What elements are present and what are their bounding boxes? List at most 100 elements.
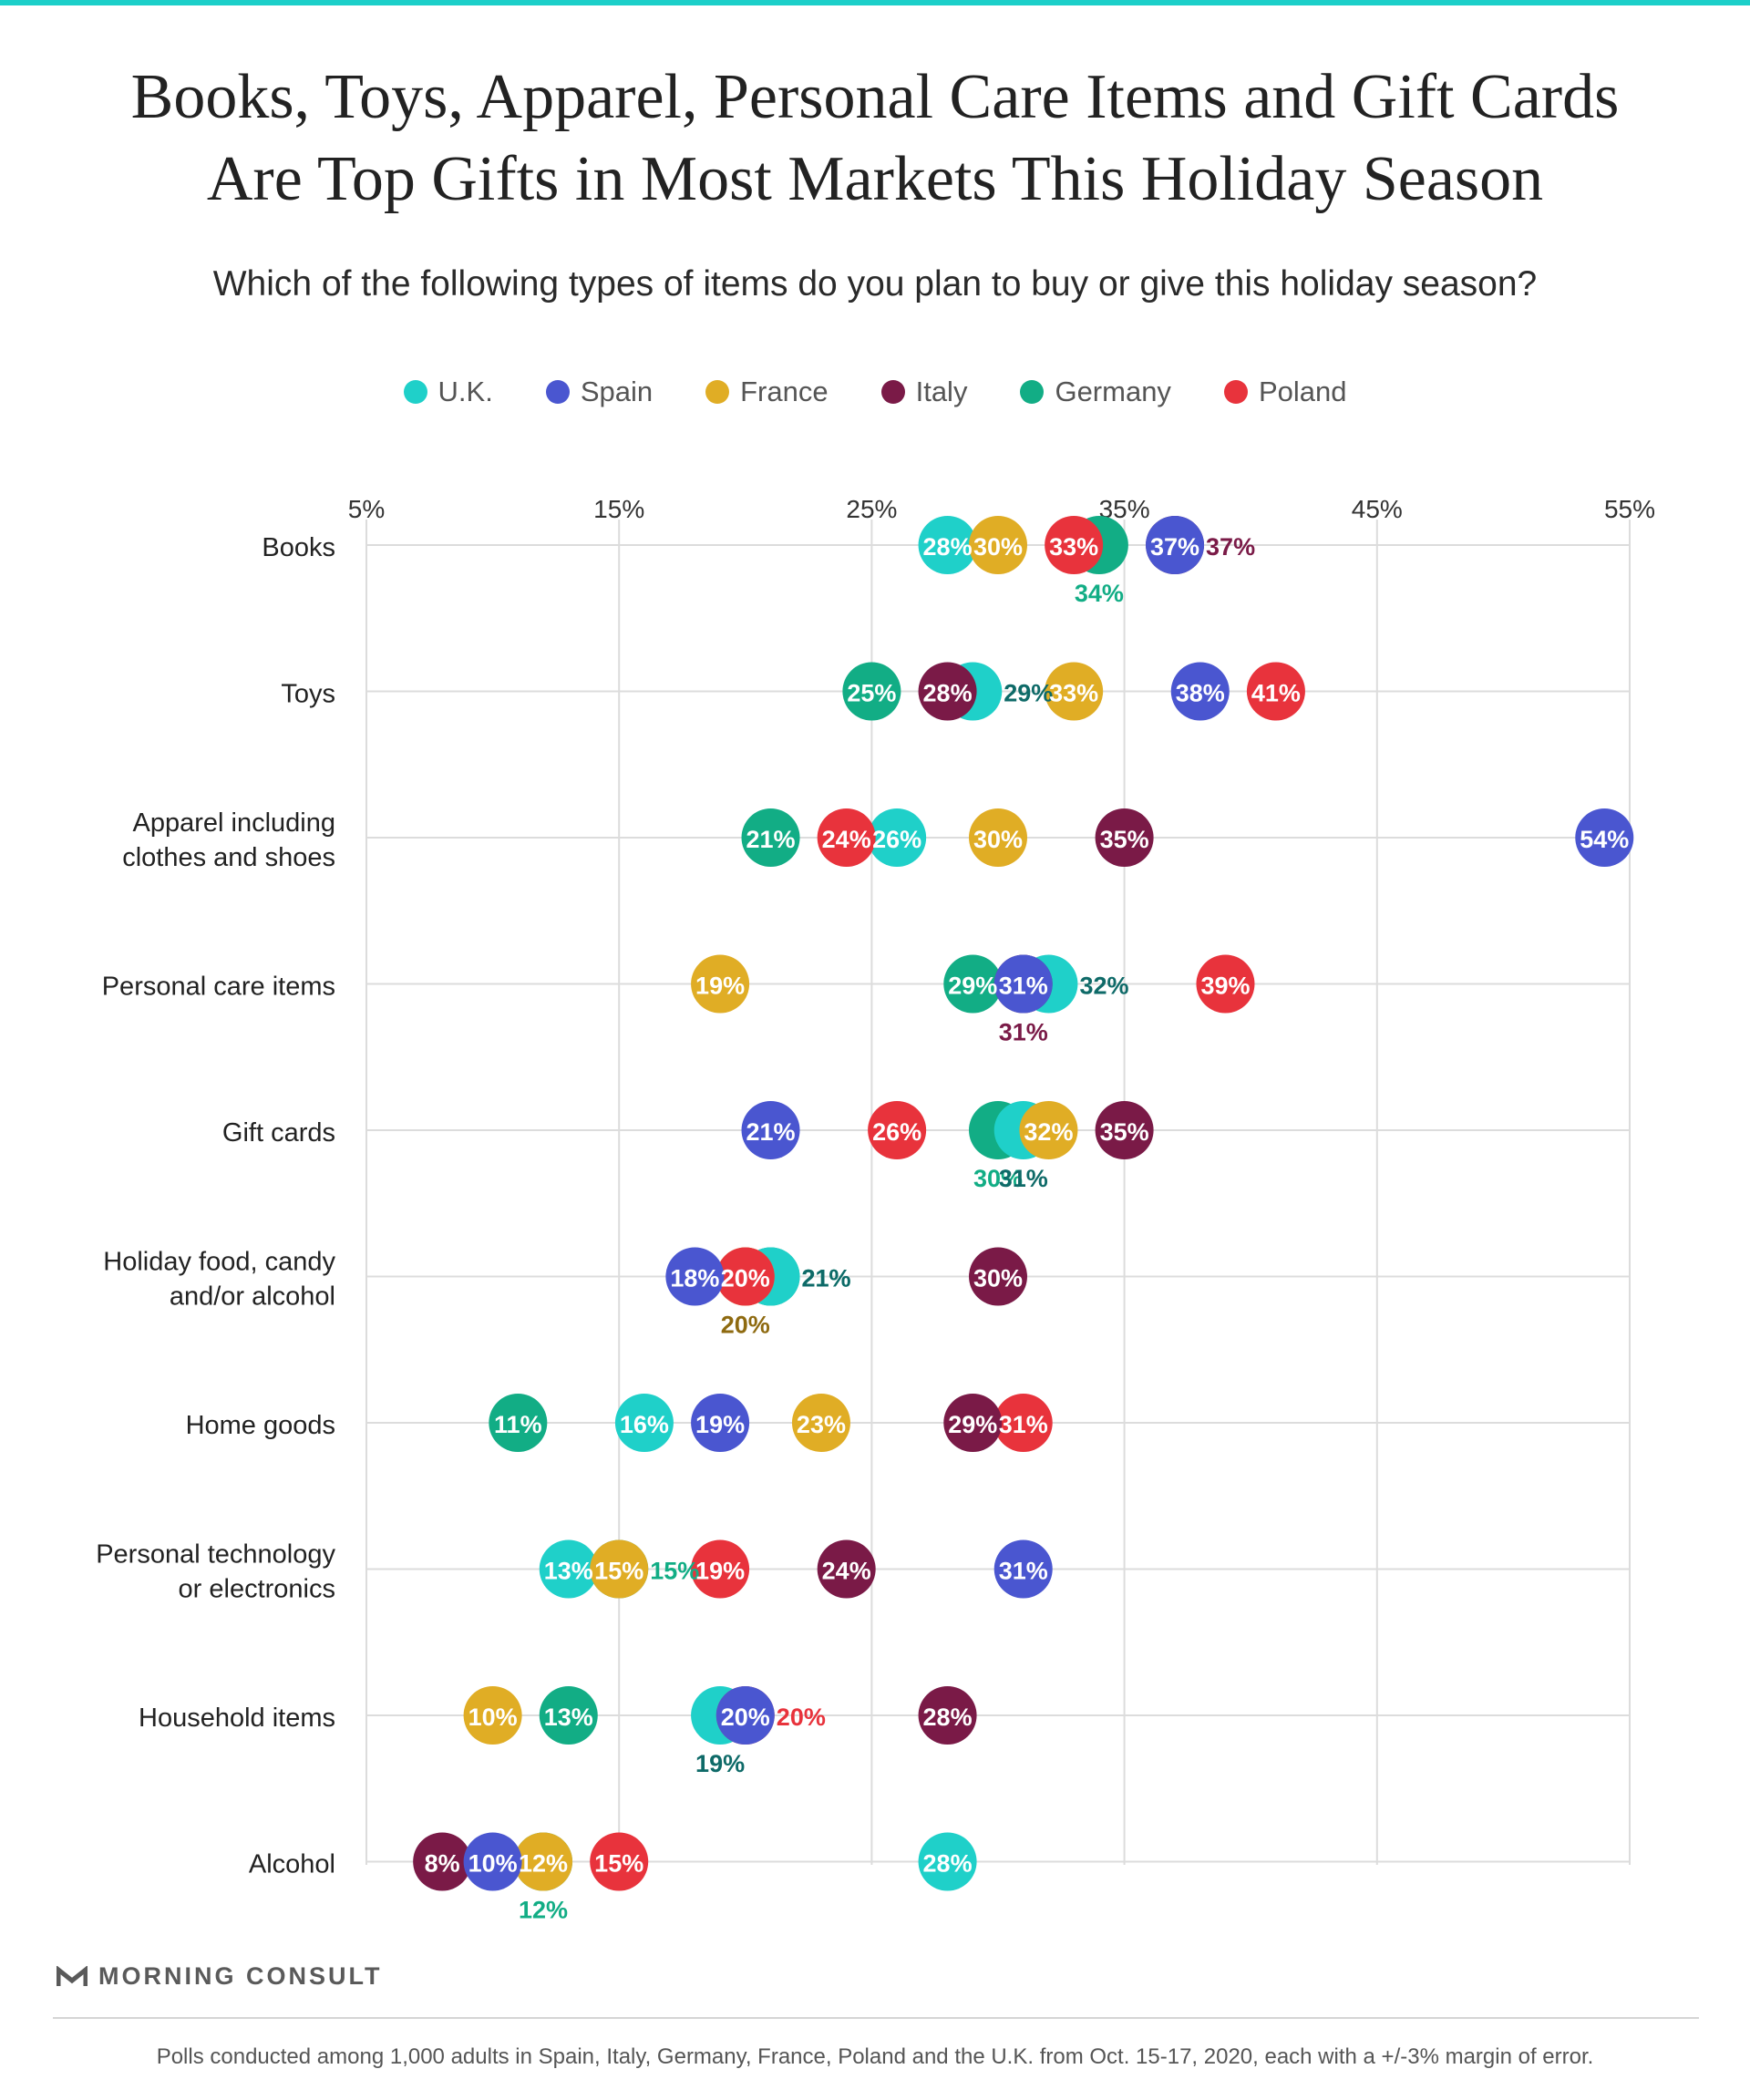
methodology-note: Polls conducted among 1,000 adults in Sp… — [156, 2044, 1594, 2069]
dot-france-personal-care-items — [691, 954, 750, 1014]
value-label-spain-apparel-including-clothes-and-shoes: 54% — [1580, 826, 1629, 853]
value-label-italy-household-items: 28% — [923, 1704, 973, 1731]
dot-germany-toys — [842, 662, 901, 721]
x-tick-label: 45% — [1352, 495, 1403, 523]
dot-italy-toys — [918, 662, 977, 721]
value-label-germany-gift-cards: 30% — [973, 1165, 1023, 1192]
dot-poland-toys — [1246, 662, 1305, 721]
legend-swatch-poland — [1223, 380, 1248, 404]
value-label-spain-books: 37% — [1150, 533, 1199, 561]
value-label-germany-toys: 25% — [847, 680, 896, 707]
value-label-u-k-household-items: 19% — [695, 1750, 745, 1777]
dot-france-household-items — [463, 1686, 522, 1745]
value-label-u-k-holiday-food-candy-and-or-alcohol: 21% — [802, 1265, 851, 1292]
value-label-france-household-items: 10% — [468, 1704, 518, 1731]
dot-germany-household-items — [539, 1686, 598, 1745]
legend-item-italy: Italy — [880, 376, 968, 408]
dot-u-k-home-goods — [614, 1394, 674, 1452]
legend-label-italy: Italy — [915, 376, 968, 407]
value-label-italy-personal-technology-or-electronics: 24% — [822, 1558, 871, 1585]
legend-label-poland: Poland — [1258, 376, 1347, 407]
dot-france-toys — [1045, 662, 1104, 721]
dot-spain-personal-technology-or-electronics — [993, 1539, 1053, 1599]
dot-germany-apparel-including-clothes-and-shoes — [741, 808, 800, 867]
brand-logo: MORNING CONSULT — [57, 1962, 382, 1991]
chart-title-line-1: Books, Toys, Apparel, Personal Care Item… — [130, 62, 1620, 132]
value-label-italy-home-goods: 29% — [948, 1411, 997, 1438]
category-label-toys: Toys — [281, 680, 335, 709]
legend-swatch-france — [705, 380, 730, 404]
category-label-books: Books — [262, 533, 335, 562]
category-label-gift-cards: Gift cards — [222, 1118, 335, 1148]
value-label-poland-toys: 41% — [1251, 680, 1301, 707]
value-label-germany-personal-technology-or-electronics: 15% — [650, 1558, 699, 1585]
value-label-france-alcohol: 12% — [519, 1850, 568, 1878]
value-label-france-apparel-including-clothes-and-shoes: 30% — [973, 826, 1023, 853]
category-label-personal-technology-or-electronics: or electronics — [179, 1575, 335, 1604]
dot-spain-holiday-food-candy-and-or-alcohol — [665, 1247, 725, 1306]
dot-italy-home-goods — [943, 1394, 1003, 1452]
category-label-home-goods: Home goods — [186, 1411, 335, 1440]
value-label-france-holiday-food-candy-and-or-alcohol: 20% — [721, 1312, 770, 1339]
value-label-u-k-toys: 29% — [1004, 680, 1053, 707]
value-label-spain-personal-care-items: 31% — [999, 973, 1048, 1000]
legend-item-spain: Spain — [545, 376, 654, 408]
dot-spain-household-items — [715, 1686, 775, 1745]
chart-title-line-2: Are Top Gifts in Most Markets This Holid… — [206, 144, 1544, 214]
dot-spain-books — [1146, 516, 1205, 574]
dot-france-apparel-including-clothes-and-shoes — [969, 808, 1027, 867]
legend-label-uk: U.K. — [438, 376, 493, 407]
value-label-u-k-personal-care-items: 32% — [1079, 973, 1128, 1000]
value-label-poland-household-items: 20% — [777, 1704, 826, 1731]
dot-germany-home-goods — [489, 1394, 548, 1452]
value-label-spain-holiday-food-candy-and-or-alcohol: 18% — [670, 1265, 719, 1292]
value-label-u-k-personal-technology-or-electronics: 13% — [544, 1558, 593, 1585]
legend-label-france: France — [740, 376, 829, 407]
dot-spain-apparel-including-clothes-and-shoes — [1575, 808, 1634, 867]
category-label-apparel-including-clothes-and-shoes: clothes and shoes — [122, 843, 335, 872]
legend-label-germany: Germany — [1055, 376, 1171, 407]
dot-spain-alcohol — [463, 1832, 522, 1891]
value-label-germany-holiday-food-candy-and-or-alcohol: 21% — [802, 1265, 851, 1292]
dot-france-personal-technology-or-electronics — [590, 1539, 649, 1599]
dot-spain-personal-care-items — [993, 954, 1053, 1014]
legend-label-spain: Spain — [580, 376, 654, 407]
category-label-household-items: Household items — [139, 1704, 335, 1733]
chart-title: Books, Toys, Apparel, Personal Care Item… — [0, 57, 1750, 221]
category-label-holiday-food-candy-and-or-alcohol: Holiday food, candy — [103, 1248, 335, 1277]
value-label-spain-home-goods: 19% — [695, 1411, 745, 1438]
value-label-u-k-home-goods: 16% — [620, 1411, 669, 1438]
value-label-germany-household-items: 13% — [544, 1704, 593, 1731]
dot-u-k-books — [918, 516, 977, 574]
value-label-germany-apparel-including-clothes-and-shoes: 21% — [746, 826, 795, 853]
legend-item-poland: Poland — [1223, 376, 1347, 408]
dot-poland-home-goods — [993, 1394, 1053, 1452]
legend-swatch-spain — [545, 380, 570, 404]
value-label-spain-alcohol: 10% — [468, 1850, 518, 1878]
legend-swatch-italy — [880, 380, 905, 404]
legend-item-uk: U.K. — [403, 376, 493, 408]
value-label-france-gift-cards: 32% — [1024, 1118, 1073, 1146]
dot-poland-alcohol — [590, 1832, 649, 1891]
value-label-germany-books: 34% — [1075, 580, 1124, 607]
legend-swatch-uk — [403, 380, 427, 404]
value-label-italy-alcohol: 8% — [425, 1850, 460, 1878]
dot-spain-toys — [1170, 662, 1230, 721]
morning-consult-logo-icon — [57, 1965, 88, 1986]
dot-poland-holiday-food-candy-and-or-alcohol — [715, 1247, 775, 1306]
category-label-personal-technology-or-electronics: Personal technology — [96, 1540, 335, 1570]
dot-france-books — [969, 516, 1027, 574]
value-label-italy-gift-cards: 35% — [1100, 1118, 1149, 1146]
value-label-u-k-gift-cards: 31% — [999, 1165, 1048, 1192]
dot-poland-books — [1045, 516, 1104, 574]
dot-italy-holiday-food-candy-and-or-alcohol — [969, 1247, 1027, 1306]
value-label-france-personal-technology-or-electronics: 15% — [594, 1558, 643, 1585]
legend: U.K. Spain France Italy Germany Poland — [0, 376, 1750, 408]
dot-germany-personal-care-items — [943, 954, 1003, 1014]
dot-u-k-personal-technology-or-electronics — [539, 1539, 598, 1599]
dot-italy-apparel-including-clothes-and-shoes — [1095, 808, 1154, 867]
x-tick-label: 55% — [1604, 495, 1655, 523]
category-label-apparel-including-clothes-and-shoes: Apparel including — [133, 808, 335, 838]
chart-subtitle: Which of the following types of items do… — [212, 264, 1538, 304]
x-tick-label: 15% — [593, 495, 644, 523]
